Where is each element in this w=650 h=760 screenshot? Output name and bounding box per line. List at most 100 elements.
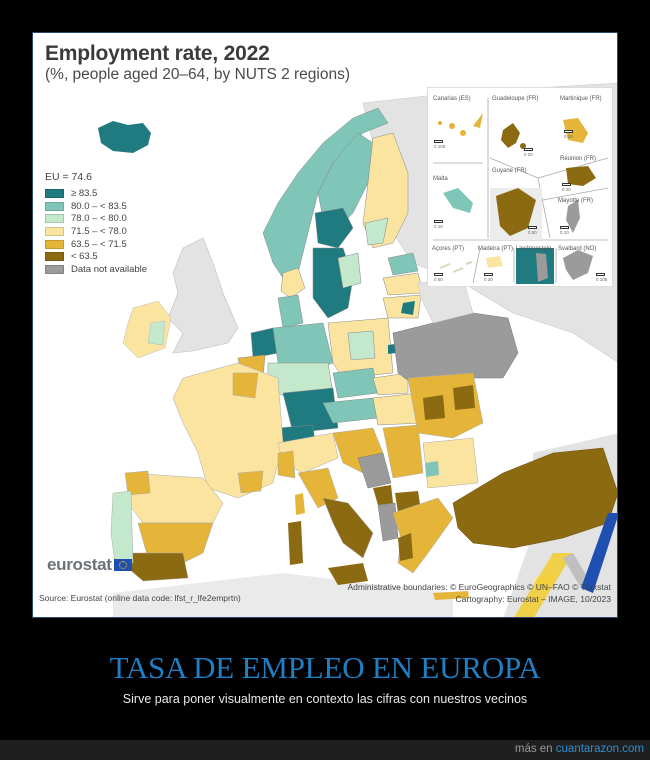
region-france [172,362,284,499]
inset-label-martinique: Martinique (FR) [560,96,602,102]
inset-dividers [433,98,609,284]
scale-bar-svalbard: 0 100 [596,273,607,282]
legend-swatch [45,214,64,224]
region-greece-west [398,533,413,561]
legend-label: < 63.5 [71,251,98,263]
region-romania-center [423,395,445,420]
map-subtitle: (%, people aged 20–64, by NUTS 2 regions… [45,66,351,83]
scale-bar-guadeloupe: 0 20 [524,148,533,157]
credits-boundaries: Administrative boundaries: © EuroGeograp… [347,582,611,592]
region-warsaw [388,344,396,354]
region-finland-south [364,217,389,246]
site-link[interactable]: cuantarazon.com [555,743,644,755]
legend-swatch [45,188,64,198]
region-ireland-east [147,320,166,346]
region-lithuania [382,294,422,319]
region-sicily [328,563,368,585]
region-france-south [237,470,264,494]
land-uk [167,237,239,354]
legend-item: 71.5 – < 78.0 [45,225,147,238]
region-spain-galicia [124,470,151,496]
region-norway [262,107,389,279]
region-sweden-mid [314,207,354,249]
region-czechia [332,367,379,399]
legend-swatch [45,252,64,262]
legend-label: Data not available [71,263,148,275]
legend-swatch [45,264,64,274]
region-montenegro [373,485,393,505]
region-estonia [387,252,419,276]
caption-title: TASA DE EMPLEO EN EUROPA [109,650,541,685]
inset-label-acores: Açores (PT) [432,246,465,252]
region-bosnia-no-data [357,452,392,489]
ribbon-yellow [514,553,573,617]
more-link[interactable]: más en cuantarazon.com [515,743,644,755]
region-serbia [382,424,424,479]
region-slovakia [372,372,409,396]
legend-label: 80.0 – < 83.5 [71,200,127,212]
legend-item: 78.0 – < 80.0 [45,212,147,225]
legend-label: 78.0 – < 80.0 [71,213,127,225]
region-latvia [382,272,424,296]
map-credits: Administrative boundaries: © EuroGeograp… [347,581,611,605]
region-poland-central [347,330,376,361]
scale-bar-acores: 0 50 [434,273,443,282]
credits-cartography: Cartography: Eurostat – IMAGE, 10/2023 [455,594,611,604]
region-albania-no-data [377,502,399,542]
region-italy-northwest [277,450,296,479]
region-italy-south [322,497,374,559]
region-vilnius [401,301,415,315]
region-andalucia [127,552,189,582]
scale-bar-canarias: 0 100 [434,140,445,149]
region-iceland [98,121,151,153]
region-crete [433,591,469,600]
legend-swatch [45,239,64,249]
ribbon-grey [563,553,588,588]
inset-label-malta: Malta [433,176,448,182]
legend-swatch [45,226,64,236]
region-germany-south [282,387,339,434]
legend-item: < 63.5 [45,250,147,263]
region-sweden-east [337,252,362,289]
inset-label-liechtenstein: Liechtenstein [516,246,552,252]
inset-label-guyane: Guyane (FR) [492,168,527,174]
outermost-regions-insets: Canarias (ES) Guadeloupe (FR) Martinique… [427,87,613,287]
region-france-north [232,372,259,399]
eurostat-logo: eurostat [47,555,132,575]
data-source: Source: Eurostat (online data code: lfst… [39,593,241,603]
scale-bar-reunion: 0 20 [562,183,571,192]
scale-bar-madeira: 0 20 [484,273,493,282]
eu-average-label: EU = 74.6 [45,171,92,183]
region-sofia [425,461,439,477]
inset-label-mayotte: Mayotte (FR) [558,198,594,204]
scale-bar-malta: 0 10 [434,220,443,229]
eurostat-wordmark: eurostat [47,555,112,574]
region-finland [362,132,409,249]
caption-subtitle: Sirve para poner visualmente en contexto… [122,692,528,706]
inset-label-guadeloupe: Guadeloupe (FR) [492,96,539,102]
region-norway-south [280,267,306,299]
legend-label: 63.5 – < 71.5 [71,238,127,250]
region-corsica [295,493,305,515]
legend-item: 63.5 – < 71.5 [45,238,147,251]
scale-bar-martinique: 0 20 [564,130,573,139]
land-north-africa [113,573,453,617]
legend-item: ≥ 83.5 [45,187,147,200]
inset-label-svalbard: Svalbard (NO) [558,246,597,252]
scale-bar-mayotte: 0 10 [560,226,569,235]
scale-bar-guyane: 0 50 [528,226,537,235]
more-prefix: más en [514,743,556,755]
ribbon-blue [581,513,617,593]
inset-label-reunion: Réunion (FR) [560,156,597,162]
map-legend: EU = 74.6 ≥ 83.5 80.0 – < 83.5 78.0 – < … [45,171,147,276]
legend-swatch [45,201,64,211]
map-title: Employment rate, 2022 [45,42,270,65]
region-romania-east [453,385,475,410]
map-frame: Employment rate, 2022 (%, people aged 20… [32,32,618,618]
legend-item: Data not available [45,263,147,276]
site-footer: más en cuantarazon.com [0,740,650,760]
region-denmark [277,294,304,329]
region-sardinia [288,521,303,565]
legend-label: ≥ 83.5 [71,187,98,199]
eu-flag-icon [113,559,132,571]
